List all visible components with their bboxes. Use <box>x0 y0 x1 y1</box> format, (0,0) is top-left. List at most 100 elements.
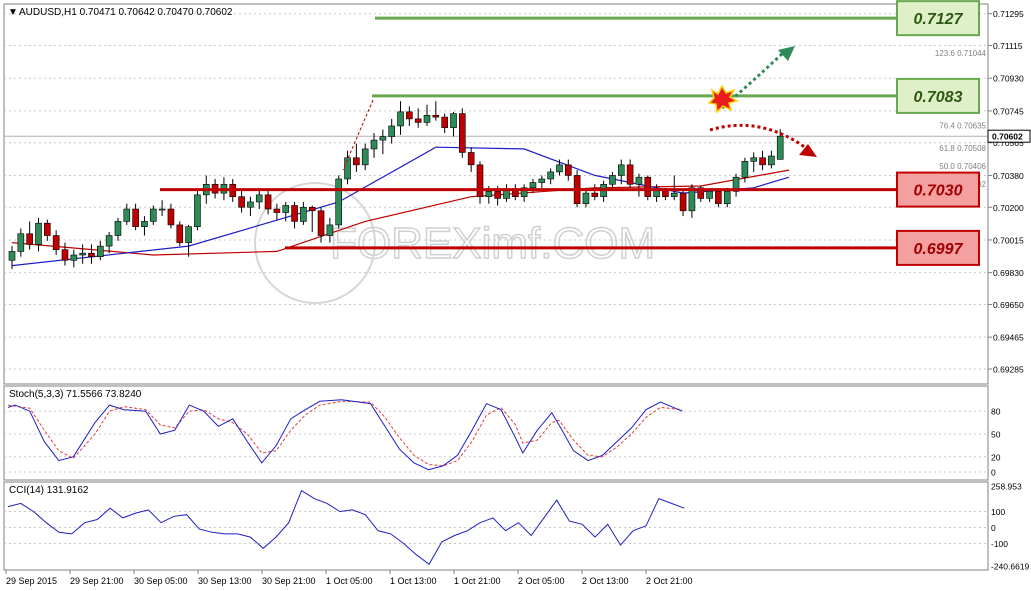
price-tick-label: 0.69830 <box>993 268 1024 278</box>
candle-body <box>379 136 387 141</box>
watermark-text: FOREXimf.COM <box>330 219 655 268</box>
cci-level-label: 100 <box>991 507 1005 517</box>
price-tick-label: 0.69465 <box>993 333 1024 343</box>
candle-body <box>255 194 263 203</box>
candle-body <box>52 235 60 250</box>
candle-body <box>459 113 466 153</box>
level-box <box>896 0 980 37</box>
main-grid <box>4 13 988 370</box>
candle-body <box>26 233 33 245</box>
stochastic-pane <box>3 385 989 481</box>
candle-body <box>273 208 281 213</box>
candle-body <box>176 224 184 243</box>
up-arrowhead-icon <box>778 46 795 61</box>
cci-level-label: -240.6619 <box>991 562 1030 572</box>
candle-body <box>485 191 493 197</box>
price-tick-label: 0.70015 <box>993 235 1024 245</box>
candle-body <box>494 191 501 199</box>
fib-label: 50.0 0.70406 <box>939 162 986 171</box>
candle-body <box>326 224 334 236</box>
candle-body <box>132 208 139 227</box>
price-axis: 0.71295 0.71115 0.70930 0.70745 0.70565 0.703… <box>987 9 1031 374</box>
candle-body <box>432 115 440 118</box>
stoch-level-label: 80 <box>991 407 1001 417</box>
time-tick-label: 30 Sep 05:00 <box>134 576 188 586</box>
candle-body <box>158 208 166 211</box>
candle-body <box>556 164 563 173</box>
candle-body <box>123 208 131 222</box>
triangle-icon: ▼ <box>8 7 18 18</box>
candle-body <box>715 191 722 205</box>
candle-body <box>723 191 731 205</box>
time-tick-label: 2 Oct 21:00 <box>646 576 693 586</box>
candle-body <box>335 178 343 226</box>
current-price-box <box>987 129 1031 143</box>
time-axis: 29 Sep 2015 29 Sep 21:00 30 Sep 05:00 30 Se… <box>5 570 693 586</box>
watermark: FOREXimf.COM <box>254 182 656 304</box>
stochastic-lines: 80 50 20 0 <box>4 399 1001 478</box>
candle-body <box>353 157 360 166</box>
candle-body <box>44 222 51 236</box>
fib-label: 76.4 0.70635 <box>939 121 986 130</box>
candle-body <box>476 164 484 197</box>
time-tick-label: 1 Oct 13:00 <box>390 576 437 586</box>
candle-body <box>361 148 369 166</box>
annotation-arrows <box>342 46 817 171</box>
candle-body <box>194 194 201 227</box>
time-tick-label: 2 Oct 13:00 <box>582 576 629 586</box>
cci-level-label: -100 <box>991 539 1008 549</box>
level-box <box>896 229 980 266</box>
time-tick-label: 30 Sep 21:00 <box>262 576 316 586</box>
candle-body <box>167 208 175 226</box>
cci-line <box>7 489 685 566</box>
fib-trend-line <box>342 99 374 171</box>
candle-body <box>406 111 413 120</box>
time-tick-label: 30 Sep 13:00 <box>198 576 252 586</box>
candle-body <box>247 201 254 208</box>
main-header: AUDUSD,H1 0.70471 0.70642 0.70470 0.7060… <box>19 7 233 18</box>
price-tick-label: 0.70565 <box>993 138 1024 148</box>
candle-body <box>88 252 95 258</box>
candle-body <box>450 113 457 129</box>
candle-body <box>582 192 590 205</box>
candle-body <box>61 249 69 261</box>
cci-pane <box>3 481 989 571</box>
price-tick-label: 0.71295 <box>993 9 1024 19</box>
candle-body <box>370 139 378 150</box>
candle-body <box>282 205 290 213</box>
candle-body <box>688 187 696 212</box>
stochastic-header: Stoch(5,3,3) 71.5566 73.8240 <box>9 389 142 400</box>
candle-body <box>344 157 351 180</box>
candle-body <box>317 210 325 236</box>
price-tick-label: 0.70930 <box>993 74 1024 84</box>
stoch-main-line <box>7 399 683 471</box>
candle-body <box>264 194 272 210</box>
candle-body <box>149 208 157 222</box>
candles <box>8 101 784 270</box>
candle-body <box>609 175 616 185</box>
level-label: 0.7030 <box>914 183 963 200</box>
candle-body <box>397 111 404 127</box>
candle-body <box>732 176 740 192</box>
level-label: 0.6997 <box>914 241 964 258</box>
time-tick-label: 29 Sep 2015 <box>6 576 57 586</box>
candle-body <box>776 135 784 160</box>
candle-body <box>617 164 625 176</box>
support-resistance-levels: 0.7127 0.7083 0.7030 0.6997 <box>160 0 980 266</box>
candle-body <box>768 155 775 166</box>
candle-body <box>706 191 713 199</box>
price-tick-label: 0.70380 <box>993 171 1024 181</box>
candle-body <box>141 221 148 227</box>
cci-level-label: 258.953 <box>991 482 1022 492</box>
candle-body <box>697 187 705 199</box>
breakout-star-icon <box>707 84 739 114</box>
level-label: 0.7127 <box>914 11 964 28</box>
cci-level-label: 0 <box>991 523 996 533</box>
candle-body <box>538 178 546 183</box>
candle-body <box>35 222 42 245</box>
stoch-signal-line <box>7 400 683 467</box>
down-arrowhead-icon <box>799 144 817 157</box>
cci-header: CCI(14) 131.9162 <box>9 485 89 496</box>
time-tick-label: 1 Oct 05:00 <box>326 576 373 586</box>
